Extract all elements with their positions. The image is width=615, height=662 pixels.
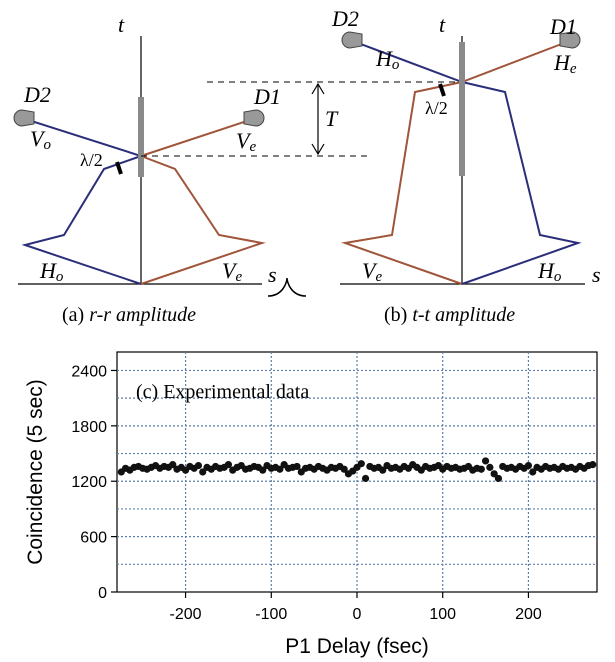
a-label-ho: Ho (39, 258, 64, 285)
y-tick-label: 2400 (71, 363, 107, 380)
y-tick-label: 1800 (71, 419, 107, 436)
b-waveplate-mark (438, 83, 446, 97)
data-point (293, 462, 301, 471)
a-s-label: s (268, 262, 277, 287)
delay-label: T (325, 106, 339, 131)
y-axis-label: Coincidence (5 sec) (24, 379, 47, 565)
a-label-vo: Vo (30, 126, 51, 153)
b-label-ho-upper: Ho (375, 46, 400, 73)
data-point (529, 468, 537, 476)
ticks: 0 600 1200 1800 2400 -200 -100 0 100 200 (71, 363, 541, 623)
data-point (224, 461, 233, 469)
pulse-shape-icon (267, 277, 307, 297)
x-tick-label: 200 (515, 606, 542, 623)
b-label-ve: Ve (362, 258, 382, 285)
b-detector-1-label: D1 (549, 14, 577, 39)
b-label-he: He (553, 50, 577, 77)
delay-indicator: T (141, 81, 462, 157)
b-t-label: t (439, 12, 446, 37)
y-tick-label: 600 (80, 530, 107, 547)
delay-arrow-head-top (311, 82, 325, 95)
diagram-b: t s λ/2 D2 D1 Ho He Ve Ho (b) t-t amplit… (331, 6, 601, 326)
a-blue-path (21, 117, 145, 285)
a-beamsplitter (138, 97, 144, 177)
a-detector-1-icon (243, 109, 265, 127)
data-point (524, 461, 533, 470)
data-point (340, 465, 348, 473)
b-detector-1-icon (559, 31, 581, 49)
x-tick-label: -100 (255, 606, 287, 623)
data-point (481, 457, 490, 465)
data-point (259, 466, 267, 474)
grid (117, 352, 597, 592)
a-caption: (a) r-r amplitude (62, 304, 196, 326)
b-caption: (b) t-t amplitude (384, 304, 515, 326)
data-point (486, 463, 494, 471)
a-t-label: t (118, 12, 125, 37)
x-axis-label: P1 Delay (fsec) (285, 635, 429, 658)
data-point (494, 474, 503, 483)
delay-arrow-head-bottom (311, 143, 325, 156)
data-point (361, 474, 370, 483)
data-point (477, 465, 485, 473)
b-waveplate-label: λ/2 (425, 98, 448, 118)
data-point (490, 470, 498, 478)
data-points (117, 457, 597, 483)
a-detector-2-icon (13, 109, 35, 127)
y-tick-label: 1200 (71, 474, 107, 491)
b-beamsplitter (459, 42, 465, 176)
b-label-ho-lower: Ho (537, 258, 562, 285)
data-point (379, 466, 387, 474)
x-tick-label: 0 (353, 606, 362, 623)
a-waveplate-mark (115, 161, 123, 175)
a-waveplate-label: λ/2 (80, 150, 103, 170)
diagram-a: t s λ/2 D2 D1 Vo Ve Ho Ve (a) r-r amplit… (13, 12, 281, 326)
b-red-path (341, 39, 573, 285)
data-point (357, 460, 365, 468)
a-detector-1-label: D1 (253, 84, 281, 109)
x-tick-label: -200 (170, 606, 202, 623)
x-tick-label: 100 (429, 606, 456, 623)
data-point (194, 461, 203, 470)
a-label-ve-upper: Ve (236, 128, 256, 155)
data-point (589, 461, 597, 469)
a-label-ve-lower: Ve (222, 258, 242, 285)
b-s-label: s (592, 262, 601, 287)
data-point (199, 468, 207, 476)
data-point (276, 465, 284, 473)
chart-c: 0 600 1200 1800 2400 -200 -100 0 100 200 (c) Expe… (24, 351, 598, 658)
y-tick-label: 0 (98, 585, 107, 602)
a-red-path (138, 117, 266, 285)
b-blue-path (349, 39, 582, 285)
data-point (169, 461, 177, 469)
b-detector-2-icon (341, 31, 363, 49)
b-detector-2-label: D2 (331, 6, 359, 31)
a-detector-2-label: D2 (23, 82, 51, 107)
chart-title: (c) Experimental data (136, 381, 309, 403)
